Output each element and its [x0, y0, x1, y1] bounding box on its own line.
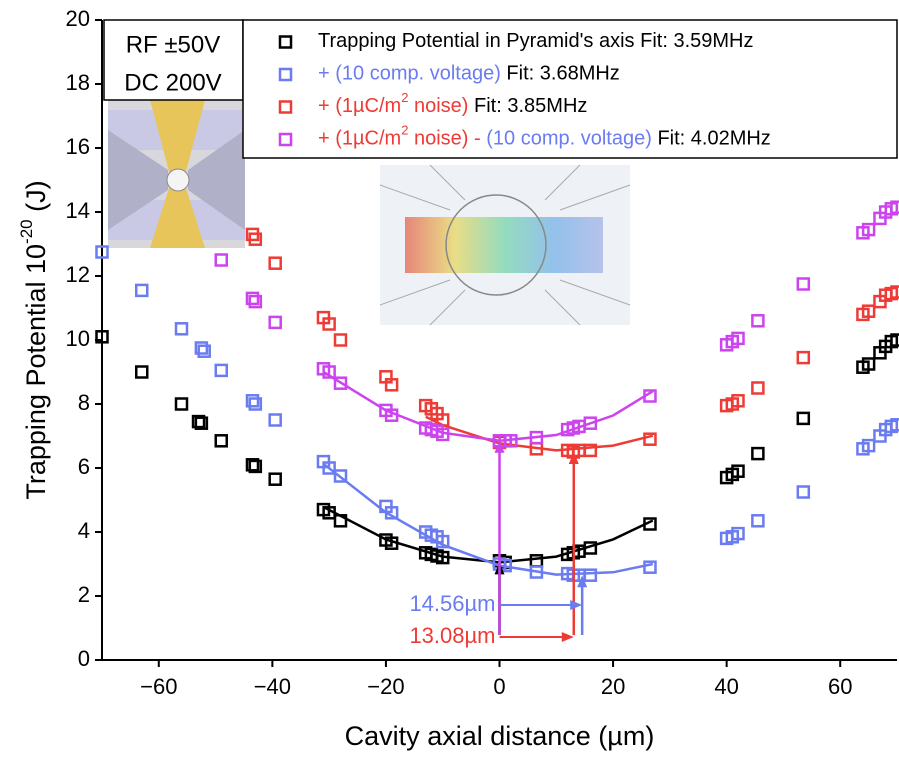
data-point: [176, 399, 187, 410]
data-point: [531, 555, 542, 566]
y-tick-label: 20: [66, 6, 90, 31]
fit-curve: [426, 417, 653, 451]
fit-curve: [324, 507, 653, 562]
legend-label-part: (10 comp. voltage): [486, 128, 652, 150]
chart: RF ±50V DC 200V 02468101214161820−60−40−…: [0, 0, 899, 761]
data-point: [752, 315, 763, 326]
distance-label: 13.08µm: [409, 623, 495, 648]
data-point: [176, 323, 187, 334]
data-point: [752, 515, 763, 526]
y-axis-title-part: Trapping Potential 10: [21, 244, 51, 500]
x-tick-label: −40: [254, 674, 291, 699]
y-tick-label: 8: [78, 390, 90, 415]
y-axis-title: Trapping Potential 10-20 (J): [17, 180, 51, 499]
y-axis-title-part: -20: [17, 219, 36, 244]
x-tick-label: −60: [140, 674, 177, 699]
fit-curve: [324, 464, 653, 575]
data-point: [136, 285, 147, 296]
data-point: [798, 487, 809, 498]
x-tick-label: −20: [367, 674, 404, 699]
data-point: [270, 474, 281, 485]
data-point: [798, 279, 809, 290]
y-tick-label: 18: [66, 70, 90, 95]
legend-label-part: + (1µC/m: [318, 95, 401, 117]
legend-label-part: Fit: 3.85MHz: [468, 95, 587, 117]
data-point: [798, 413, 809, 424]
y-tick-label: 0: [78, 646, 90, 671]
y-tick-label: 10: [66, 326, 90, 351]
y-tick-label: 2: [78, 582, 90, 607]
legend-label: + (1µC/m2 noise) - (10 comp. voltage) Fi…: [318, 123, 771, 150]
arrow-head: [570, 600, 582, 610]
y-tick-label: 6: [78, 454, 90, 479]
inset-image-left: [108, 100, 245, 248]
data-point: [216, 255, 227, 266]
x-tick-label: 40: [714, 674, 738, 699]
legend-label-part: + (1µC/m: [318, 128, 401, 150]
legend-label: Trapping Potential in Pyramid's axis Fit…: [318, 30, 753, 52]
data-point: [798, 352, 809, 363]
legend-label-part: noise): [408, 95, 468, 117]
y-tick-label: 12: [66, 262, 90, 287]
inset-label: DC 200V: [124, 69, 221, 96]
x-tick-label: 20: [601, 674, 625, 699]
inset-label: RF ±50V: [126, 31, 221, 58]
legend-label-part: 2: [401, 123, 408, 138]
legend-label-part: Trapping Potential in Pyramid's axis Fit…: [318, 30, 753, 52]
data-point: [136, 367, 147, 378]
data-point: [270, 415, 281, 426]
y-tick-label: 4: [78, 518, 90, 543]
legend-label-part: Fit: 3.68MHz: [501, 63, 620, 85]
legend-label-part: Fit: 4.02MHz: [652, 128, 771, 150]
legend-label: + (1µC/m2 noise) Fit: 3.85MHz: [318, 90, 587, 117]
data-point: [270, 258, 281, 269]
data-point: [216, 365, 227, 376]
arrow-head: [562, 632, 574, 642]
distance-label: 14.56µm: [409, 591, 495, 616]
data-point: [752, 383, 763, 394]
legend-label-part: noise) -: [408, 128, 486, 150]
x-tick-label: 0: [493, 674, 505, 699]
legend-label: + (10 comp. voltage) Fit: 3.68MHz: [318, 63, 620, 85]
data-point: [216, 435, 227, 446]
legend-label-part: 2: [401, 90, 408, 105]
data-point: [270, 317, 281, 328]
legend-label-part: + (10 comp. voltage): [318, 63, 501, 85]
y-tick-label: 16: [66, 134, 90, 159]
data-point: [335, 335, 346, 346]
x-tick-label: 60: [828, 674, 852, 699]
data-point: [752, 448, 763, 459]
y-tick-label: 14: [66, 198, 90, 223]
inset-image-center: [380, 165, 630, 325]
x-axis-title: Cavity axial distance (µm): [345, 721, 655, 751]
fit-curve: [324, 372, 653, 441]
data-point: [585, 570, 596, 581]
y-axis-title-part: (J): [21, 180, 51, 219]
